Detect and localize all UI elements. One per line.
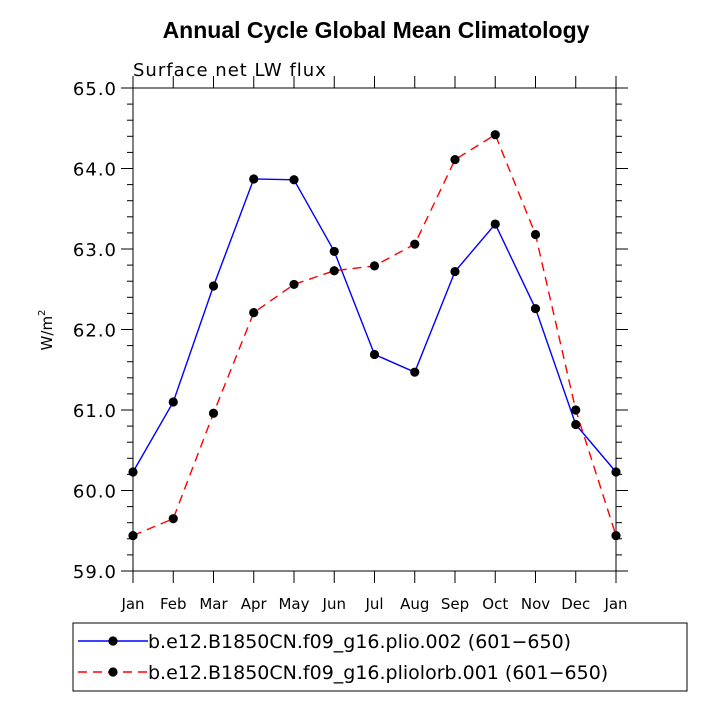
x-tick-label: Feb	[160, 595, 187, 613]
svg-text:W/m2: W/m2	[37, 310, 56, 351]
y-tick-label: 59.0	[73, 562, 117, 583]
x-tick-label: Jun	[322, 595, 346, 613]
series-2-point	[168, 514, 178, 524]
series-1-point	[571, 419, 581, 430]
series-1-point	[329, 246, 339, 257]
series-line-1	[132, 178, 617, 473]
series-1-point	[168, 397, 178, 407]
legend-label-2: b.e12.B1850CN.f09_g16.pliolorb.001 (601−…	[148, 662, 608, 684]
axis-ticks	[121, 76, 628, 583]
series-2-point	[611, 530, 621, 541]
y-tick-label: 62.0	[73, 321, 117, 342]
x-tick-label: May	[278, 595, 309, 613]
series-line-2	[132, 133, 617, 537]
legend-label-1: b.e12.B1850CN.f09_g16.plio.002 (601−650)	[148, 631, 571, 653]
series-2-point	[450, 155, 460, 165]
series-2-point	[571, 405, 581, 415]
series-2-point	[289, 279, 299, 290]
series-2-point	[369, 261, 380, 271]
series-1-point	[410, 367, 420, 377]
x-tick-label: Jul	[364, 595, 383, 613]
series-1-point	[490, 219, 500, 229]
legend-marker-1	[108, 636, 118, 646]
series-1-point	[369, 349, 380, 360]
x-tick-label: Dec	[561, 595, 590, 613]
legend-box	[72, 622, 688, 692]
x-tick-label: Apr	[241, 595, 268, 613]
x-tick-label: Oct	[482, 595, 508, 613]
series-1-point	[450, 266, 460, 277]
y-tick-label: 61.0	[73, 401, 117, 422]
series-1-point	[208, 281, 219, 291]
y-tick-label: 60.0	[73, 482, 117, 503]
series-2-point	[410, 239, 420, 249]
series-2-point	[208, 408, 219, 418]
x-tick-label: Nov	[521, 595, 550, 613]
y-axis-label: W/m2	[37, 310, 56, 351]
series-1-point	[530, 303, 541, 314]
y-tick-label: 64.0	[73, 160, 117, 181]
x-tick-labels: Jan Feb Mar Apr May Jun Jul Aug Sep Oct Nov Dec Jan	[120, 595, 627, 613]
chart-subtitle: Surface net LW flux	[133, 60, 327, 81]
y-tick-label: 65.0	[73, 79, 117, 100]
y-axis-label-text: W/m	[38, 316, 56, 351]
series-2-point	[329, 266, 339, 276]
series-1-point	[611, 467, 621, 477]
series-1-point	[249, 174, 259, 184]
y-tick-labels: 59.0 60.0 61.0 62.0 63.0 64.0 65.0	[73, 79, 117, 583]
x-tick-label: Jan	[603, 595, 627, 613]
series-2-point	[249, 307, 259, 318]
x-tick-label: Aug	[400, 595, 429, 613]
chart-title: Annual Cycle Global Mean Climatology	[163, 17, 590, 43]
x-tick-label: Mar	[199, 595, 228, 613]
series-1-point	[128, 467, 138, 477]
series-2-point	[128, 530, 138, 541]
y-tick-label: 63.0	[73, 240, 117, 261]
plot-frame	[132, 87, 617, 572]
y-axis-label-superscript: 2	[37, 310, 48, 316]
legend: b.e12.B1850CN.f09_g16.plio.002 (601−650)…	[78, 631, 608, 684]
series-1-point	[289, 175, 299, 185]
x-tick-label: Jan	[120, 595, 144, 613]
legend-marker-2	[108, 667, 118, 677]
series-2-point	[530, 229, 541, 240]
series-2-point	[490, 130, 500, 140]
series-group	[128, 130, 621, 541]
x-tick-label: Sep	[441, 595, 469, 613]
